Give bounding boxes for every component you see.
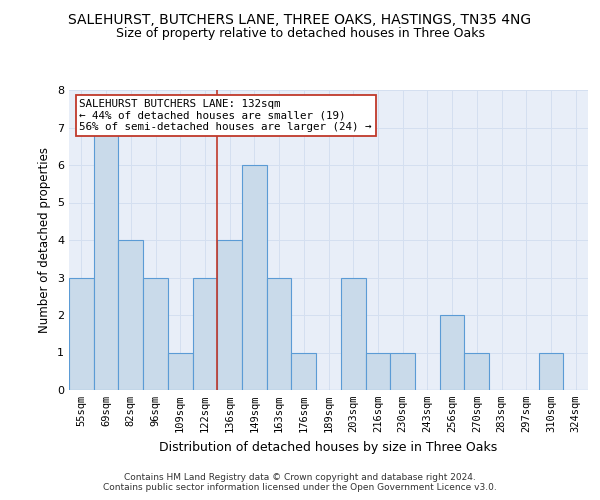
Bar [365,352,390,390]
Bar [217,240,242,390]
Bar [143,278,168,390]
Text: SALEHURST, BUTCHERS LANE, THREE OAKS, HASTINGS, TN35 4NG: SALEHURST, BUTCHERS LANE, THREE OAKS, HA… [68,12,532,26]
Text: SALEHURST BUTCHERS LANE: 132sqm
← 44% of detached houses are smaller (19)
56% of: SALEHURST BUTCHERS LANE: 132sqm ← 44% of… [79,99,372,132]
Y-axis label: Number of detached properties: Number of detached properties [38,147,52,333]
Bar [440,315,464,390]
Text: Contains HM Land Registry data © Crown copyright and database right 2024.
Contai: Contains HM Land Registry data © Crown c… [103,473,497,492]
Bar [267,278,292,390]
Bar [94,128,118,390]
Bar [242,165,267,390]
Bar [292,352,316,390]
Bar [69,278,94,390]
X-axis label: Distribution of detached houses by size in Three Oaks: Distribution of detached houses by size … [160,440,497,454]
Bar [341,278,365,390]
Text: Size of property relative to detached houses in Three Oaks: Size of property relative to detached ho… [115,28,485,40]
Bar [168,352,193,390]
Bar [464,352,489,390]
Bar [390,352,415,390]
Bar [118,240,143,390]
Bar [539,352,563,390]
Bar [193,278,217,390]
